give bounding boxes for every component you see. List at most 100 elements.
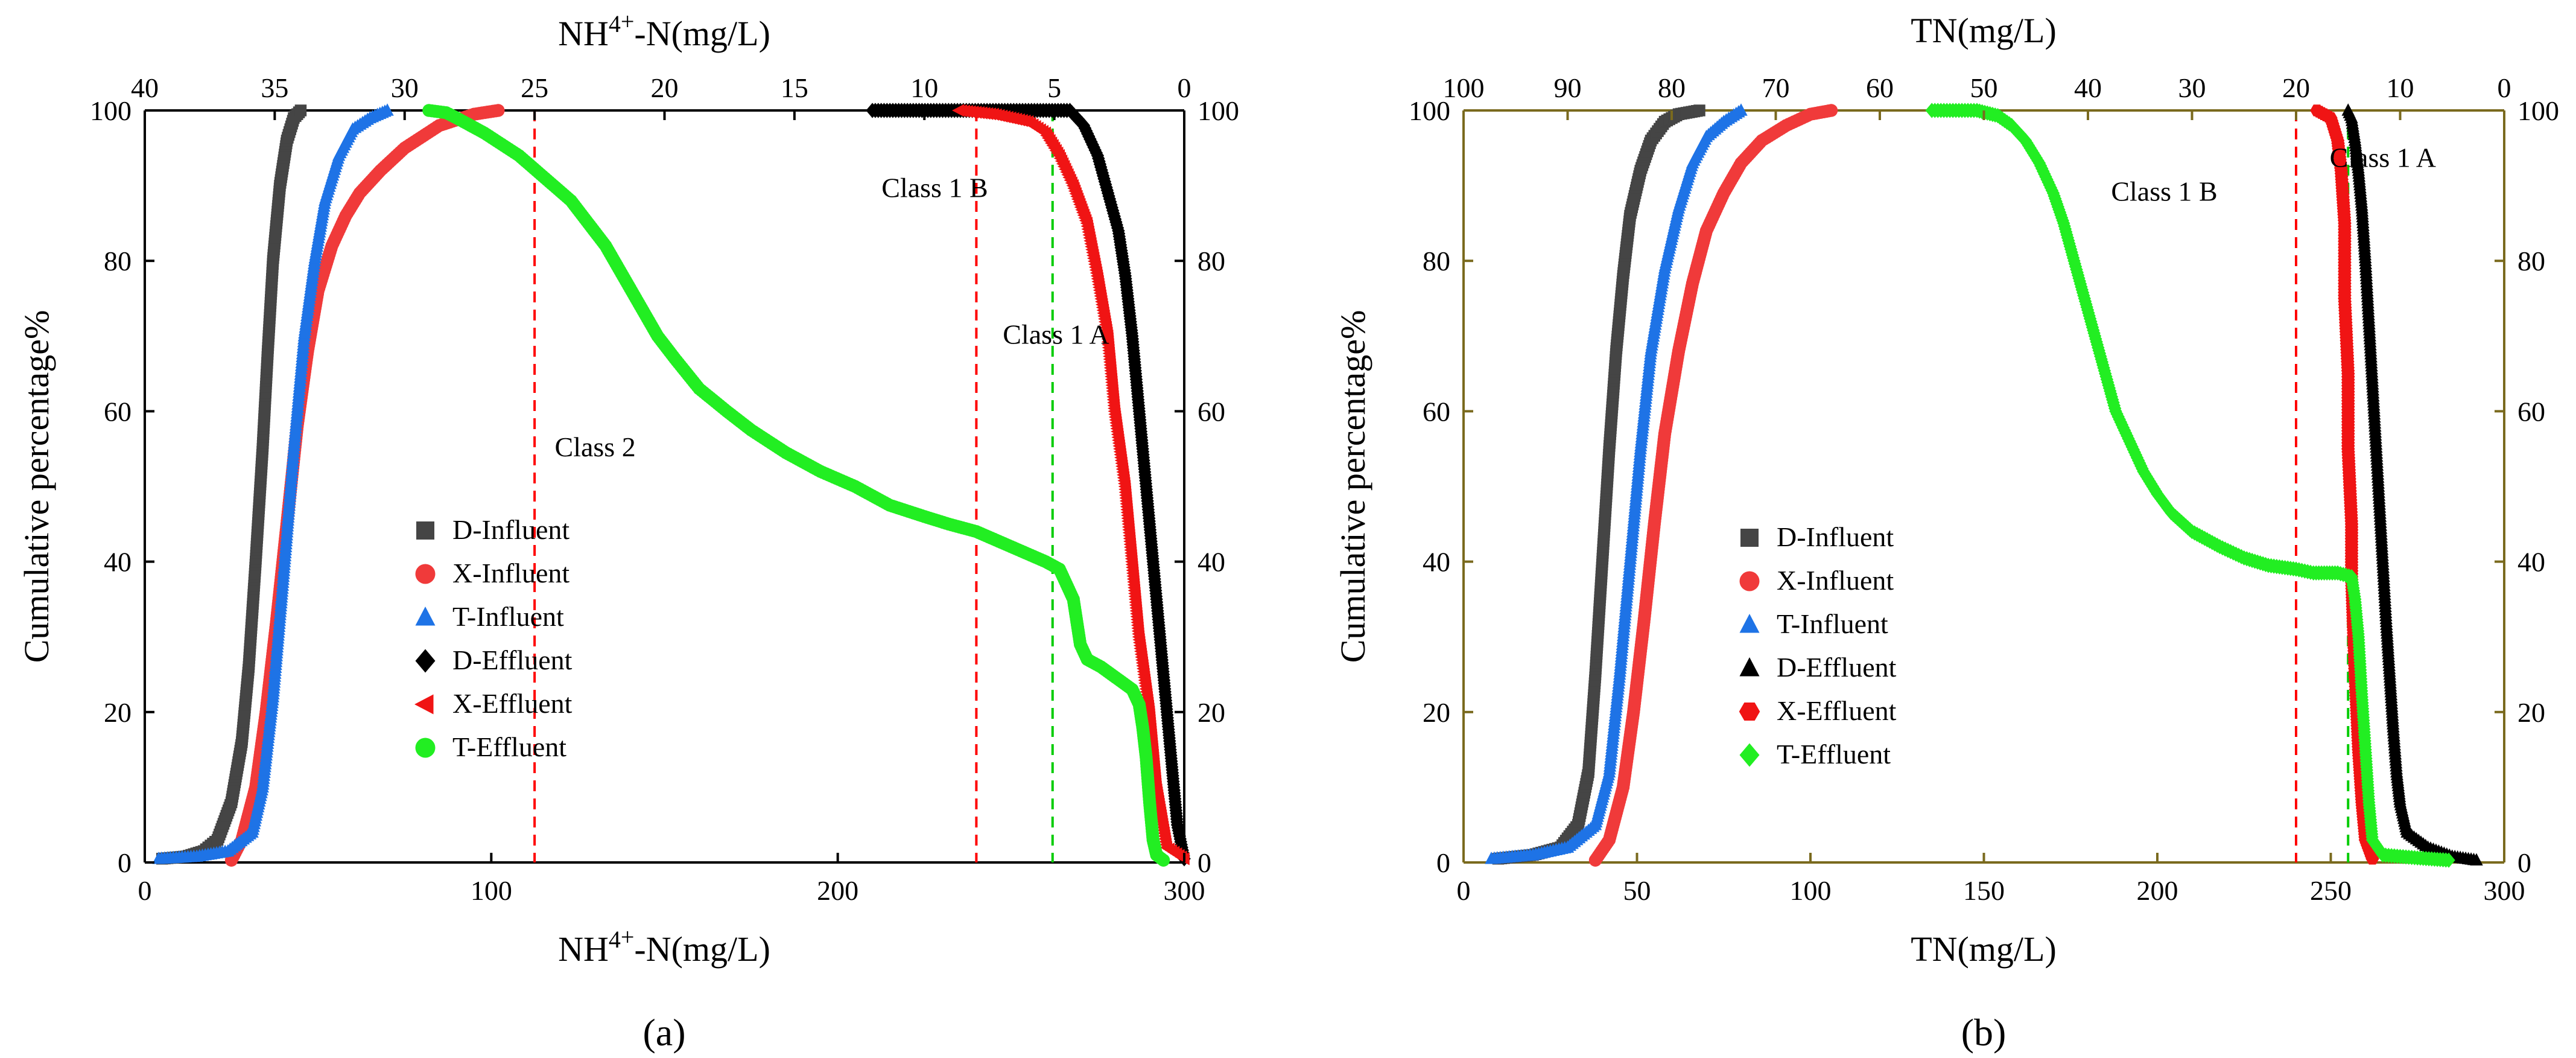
top-tick-label: 80 <box>1658 72 1686 103</box>
y-tick-label-right: 40 <box>1198 547 1225 578</box>
data-point <box>1734 103 1748 116</box>
y-tick-label-right: 40 <box>2517 547 2545 578</box>
panel-caption-b: (b) <box>1961 1011 2007 1054</box>
top-tick-label: 60 <box>1866 72 1894 103</box>
legend-item: D-Influent <box>1740 521 1894 552</box>
legend-marker <box>415 607 436 626</box>
series-d-influent <box>156 104 307 865</box>
data-point <box>951 104 965 117</box>
legend-label: T-Effluent <box>1777 739 1891 770</box>
legend-item: T-Influent <box>415 601 564 632</box>
x-tick-label: 0 <box>138 875 152 906</box>
legend-label: D-Effluent <box>1777 652 1897 683</box>
legend-marker <box>1739 571 1760 591</box>
series-x-effluent <box>951 104 1190 865</box>
panel-caption-a: (a) <box>642 1011 685 1054</box>
top-tick-label: 10 <box>2387 72 2414 103</box>
plot-a-frame <box>144 109 1185 864</box>
y-tick-label-right: 0 <box>2517 847 2531 878</box>
legend-marker <box>1739 703 1760 721</box>
top-tick-label: 10 <box>910 72 938 103</box>
legend-item: T-Influent <box>1739 608 1888 639</box>
annotation-class-1-a: Class 1 A <box>2330 142 2436 173</box>
y-tick-label: 60 <box>104 396 132 427</box>
data-point <box>2310 104 2324 116</box>
y-tick-label: 80 <box>104 246 132 276</box>
legend-item: D-Effluent <box>415 645 573 675</box>
x-tick-label: 100 <box>1790 875 1832 906</box>
series-t-influent <box>152 103 394 864</box>
top-tick-label: 5 <box>1047 72 1061 103</box>
x-tick-label: 150 <box>1963 875 2005 906</box>
top-axis-label-b: TN(mg/L) <box>1911 11 2057 50</box>
y-tick-label-right: 20 <box>1198 697 1225 728</box>
y-tick-label: 40 <box>104 547 132 578</box>
legend-item: X-Influent <box>1739 565 1894 596</box>
legend-item: D-Effluent <box>1739 652 1897 683</box>
top-tick-label: 25 <box>521 72 548 103</box>
y-axis-label-a: Cumulative percentage% <box>17 310 56 663</box>
y-tick-label: 60 <box>1423 396 1450 427</box>
legend-marker <box>1739 614 1760 633</box>
legend-marker <box>1739 743 1760 767</box>
legend-marker <box>1739 657 1760 677</box>
legend-marker <box>415 564 436 584</box>
x-tick-label: 200 <box>2137 875 2178 906</box>
series-t-effluent <box>1925 103 2455 868</box>
legend-item: T-Effluent <box>1739 739 1891 770</box>
top-tick-label: 90 <box>1554 72 1582 103</box>
y-tick-label-right: 60 <box>1198 396 1225 427</box>
x-tick-label: 300 <box>1164 875 1205 906</box>
y-tick-label-right: 80 <box>1198 246 1225 276</box>
y-tick-label: 20 <box>1423 697 1450 728</box>
legend-marker <box>415 738 436 758</box>
annotation-class-1-b: Class 1 B <box>881 172 988 203</box>
y-tick-label: 100 <box>90 95 132 126</box>
legend-item: X-Effluent <box>1739 695 1897 726</box>
legend-label: D-Effluent <box>452 645 573 675</box>
top-tick-label: 20 <box>651 72 679 103</box>
x-tick-label: 200 <box>817 875 858 906</box>
y-tick-label: 100 <box>1409 95 1450 126</box>
legend-marker <box>416 521 434 540</box>
annotation-class-2: Class 2 <box>555 432 636 462</box>
top-tick-label: 0 <box>1178 72 1191 103</box>
top-tick-label: 40 <box>2074 72 2102 103</box>
top-tick-label: 100 <box>1443 72 1485 103</box>
legend-label: D-Influent <box>1777 521 1894 552</box>
legend-marker <box>1740 529 1759 547</box>
y-tick-label: 0 <box>118 847 132 878</box>
x-tick-label: 300 <box>2484 875 2525 906</box>
legend-a: D-Influent X-Influent T-Influent D-Effluent… <box>414 514 573 762</box>
top-axis-label-a: NH4+-N(mg/L) <box>558 8 770 53</box>
y-tick-label-right: 80 <box>2517 246 2545 276</box>
annotation-class-1-b: Class 1 B <box>2111 176 2217 207</box>
top-tick-label: 0 <box>2498 72 2511 103</box>
legend-label: T-Influent <box>452 601 564 632</box>
bottom-axis-label-b: TN(mg/L) <box>1911 929 2057 969</box>
series-t-effluent <box>422 104 1170 867</box>
x-tick-label: 100 <box>471 875 512 906</box>
data-point <box>2341 103 2355 116</box>
top-tick-label: 30 <box>2178 72 2206 103</box>
y-tick-label: 20 <box>104 697 132 728</box>
top-tick-label: 20 <box>2282 72 2310 103</box>
y-tick-label: 80 <box>1423 246 1450 276</box>
x-tick-label: 50 <box>1623 875 1651 906</box>
data-point <box>381 103 394 116</box>
legend-item: T-Effluent <box>415 731 566 762</box>
top-tick-label: 40 <box>131 72 159 103</box>
legend-b: D-Influent X-Influent T-Influent D-Effluent… <box>1739 521 1897 770</box>
top-tick-label: 35 <box>261 72 288 103</box>
legend-item: X-Influent <box>415 558 569 588</box>
legend-item: D-Influent <box>416 514 569 545</box>
legend-label: T-Influent <box>1777 608 1888 639</box>
top-tick-label: 15 <box>781 72 808 103</box>
series-d-influent <box>1492 104 1705 865</box>
bottom-axis-label-a: NH4+-N(mg/L) <box>558 923 770 969</box>
y-tick-label-right: 20 <box>2517 697 2545 728</box>
legend-label: X-Influent <box>452 558 569 588</box>
